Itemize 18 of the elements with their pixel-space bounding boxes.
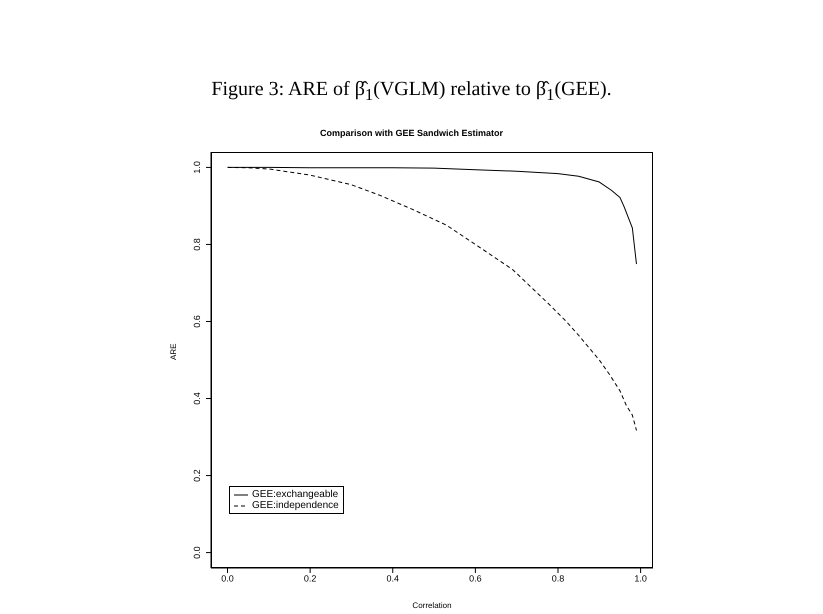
y-tick-label: 0.0 — [192, 546, 202, 559]
x-axis-title: Correlation — [412, 601, 452, 610]
x-tick-label: 1.0 — [634, 573, 647, 584]
y-tick-label: 0.6 — [192, 315, 202, 328]
legend-label: GEE:exchangeable — [252, 489, 338, 500]
chart-subtitle: Comparison with GEE Sandwich Estimator — [318, 128, 504, 138]
x-tick-label: 0.6 — [469, 573, 482, 584]
x-tick-label: 0.2 — [304, 573, 316, 584]
y-tick-label: 0.4 — [192, 392, 202, 405]
chart-title: Figure 3: ARE of β̂$_{1}$(VGLM) relative to β̂$_{1}$(GEE). — [210, 78, 613, 105]
legend-label: GEE:independence — [252, 500, 339, 511]
y-tick-label: 0.2 — [192, 469, 202, 482]
x-tick-label: 0.0 — [221, 573, 234, 584]
x-tick-label: 0.8 — [552, 573, 564, 584]
x-tick-label: 0.4 — [386, 573, 400, 584]
y-tick-label: 0.8 — [192, 238, 202, 251]
y-axis-title: ARE — [168, 344, 178, 360]
y-tick-label: 1.0 — [192, 161, 202, 174]
